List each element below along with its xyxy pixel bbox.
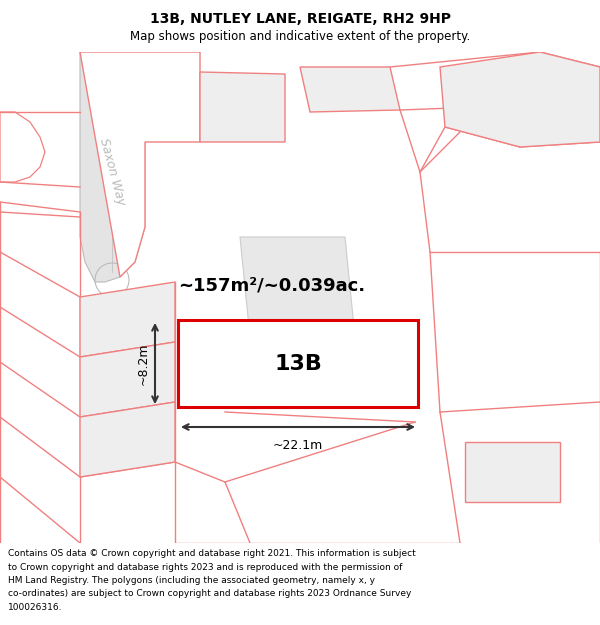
- Polygon shape: [300, 67, 400, 112]
- Text: 100026316.: 100026316.: [8, 603, 62, 612]
- Polygon shape: [240, 237, 355, 337]
- Polygon shape: [440, 52, 600, 147]
- Polygon shape: [465, 442, 560, 502]
- Polygon shape: [80, 282, 175, 357]
- Text: Contains OS data © Crown copyright and database right 2021. This information is : Contains OS data © Crown copyright and d…: [8, 549, 416, 558]
- Text: Map shows position and indicative extent of the property.: Map shows position and indicative extent…: [130, 30, 470, 43]
- Text: co-ordinates) are subject to Crown copyright and database rights 2023 Ordnance S: co-ordinates) are subject to Crown copyr…: [8, 589, 412, 599]
- Text: to Crown copyright and database rights 2023 and is reproduced with the permissio: to Crown copyright and database rights 2…: [8, 562, 403, 571]
- Text: Saxon Way: Saxon Way: [97, 137, 127, 207]
- Polygon shape: [200, 72, 285, 142]
- Text: 13B, NUTLEY LANE, REIGATE, RH2 9HP: 13B, NUTLEY LANE, REIGATE, RH2 9HP: [149, 12, 451, 26]
- Polygon shape: [80, 52, 145, 282]
- Polygon shape: [178, 320, 418, 407]
- Polygon shape: [80, 342, 175, 417]
- Polygon shape: [80, 52, 200, 277]
- Polygon shape: [0, 112, 45, 182]
- Text: ~8.2m: ~8.2m: [137, 342, 150, 385]
- Text: 13B: 13B: [274, 354, 322, 374]
- Text: HM Land Registry. The polygons (including the associated geometry, namely x, y: HM Land Registry. The polygons (includin…: [8, 576, 375, 585]
- Text: ~157m²/~0.039ac.: ~157m²/~0.039ac.: [178, 276, 365, 294]
- Text: ~22.1m: ~22.1m: [273, 439, 323, 452]
- Polygon shape: [80, 402, 175, 477]
